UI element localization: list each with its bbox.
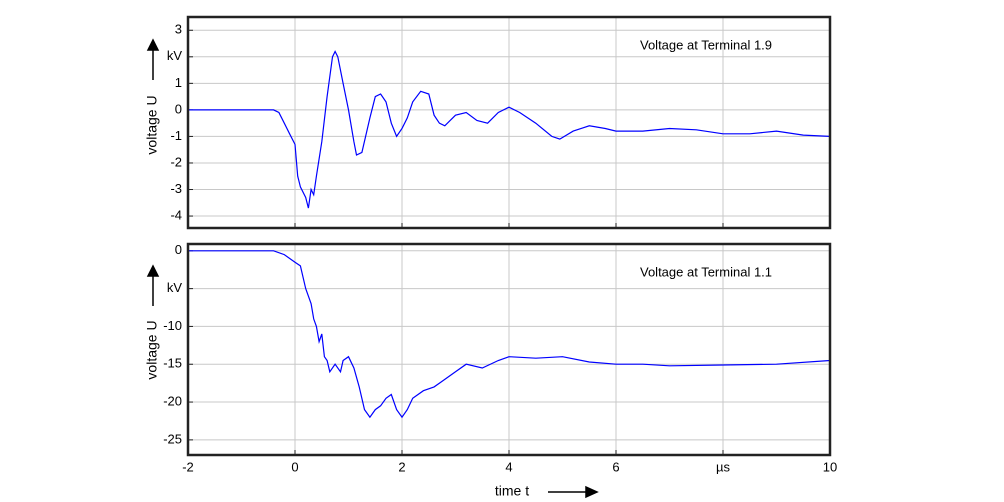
y-tick-label: 0 [175,101,182,116]
plot-frame [186,242,832,457]
x-tick-label: µs [716,459,730,474]
x-tick-label: -2 [182,459,194,474]
y-tick-label: -1 [170,128,182,143]
y-tick-label: kV [167,280,183,295]
annotation: Voltage at Terminal 1.1 [640,264,772,279]
plot-frame [186,15,832,230]
y-tick-label: -25 [163,431,182,446]
x-tick-label: 6 [612,459,619,474]
x-axis-label: time t [495,483,529,499]
y-tick-label: -15 [163,356,182,371]
y-tick-label: -3 [170,181,182,196]
annotation: Voltage at Terminal 1.9 [640,37,772,52]
data-line [188,50,831,209]
data-line [188,250,831,419]
y-tick-label: 1 [175,75,182,90]
y-tick-label: -10 [163,318,182,333]
x-tick-label: 2 [398,459,405,474]
y-tick-label: -2 [170,154,182,169]
arrows [146,38,599,499]
y-tick-label: kV [167,48,183,63]
y-tick-label: 0 [175,242,182,257]
x-tick-label: 4 [505,459,512,474]
y-tick-label: -20 [163,393,182,408]
y-tick-label: -4 [170,207,182,222]
x-tick-label: 10 [823,459,837,474]
y-axis-label: voltage U [144,320,160,379]
y-axis-label: voltage U [144,95,160,154]
y-tick-label: 3 [175,22,182,37]
x-tick-label: 0 [291,459,298,474]
